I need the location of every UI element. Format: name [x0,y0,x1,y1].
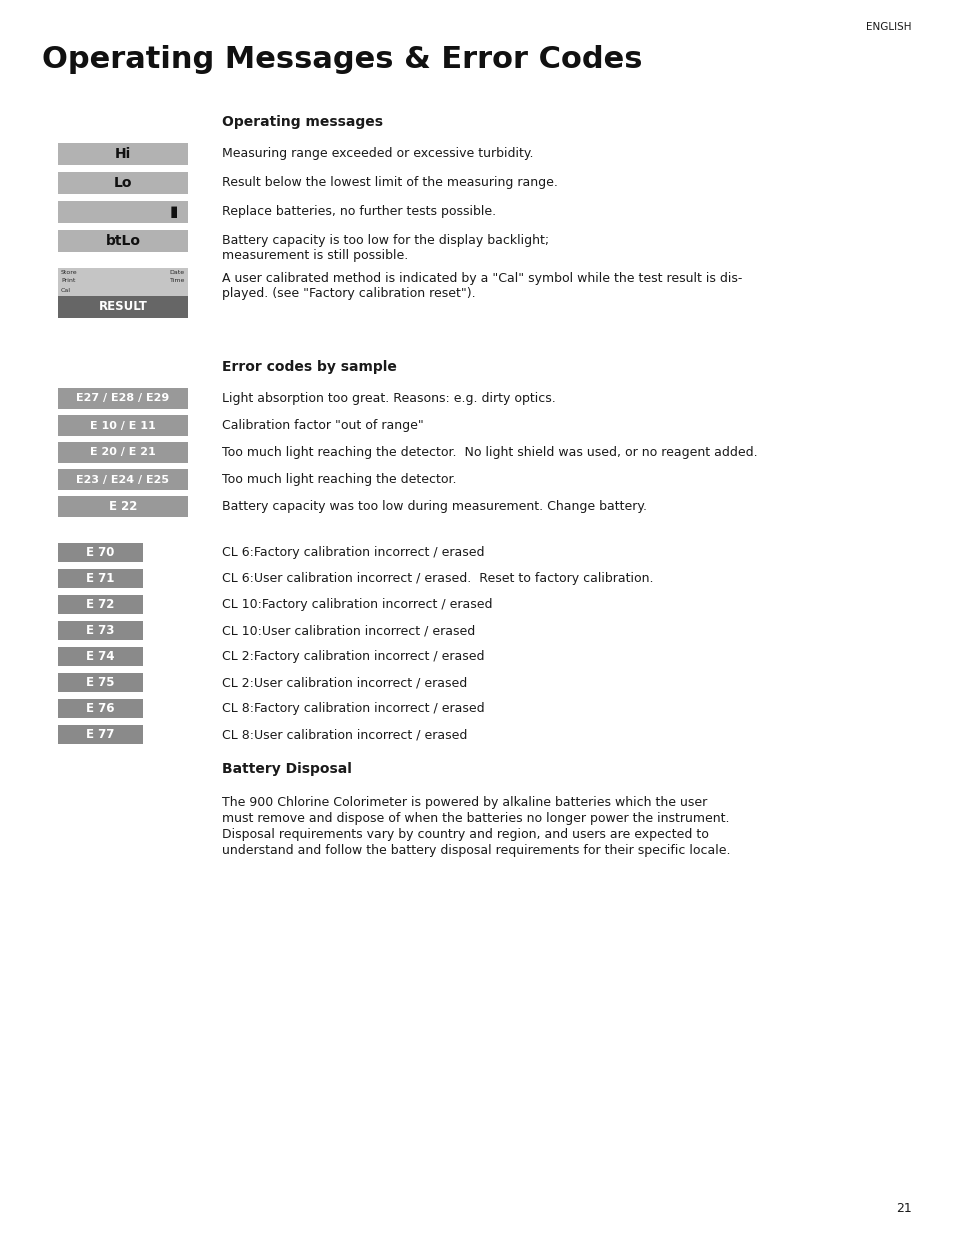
Bar [58,172,188,194]
Text: Hi: Hi [114,147,131,161]
Bar [58,143,188,165]
Text: 21: 21 [895,1202,911,1215]
Text: Calibration factor "out of range": Calibration factor "out of range" [222,419,423,432]
Bar [58,469,188,490]
Text: Battery capacity was too low during measurement. Change battery.: Battery capacity was too low during meas… [222,500,646,513]
Text: CL 10:Factory calibration incorrect / erased: CL 10:Factory calibration incorrect / er… [222,598,492,611]
Text: CL 10:User calibration incorrect / erased: CL 10:User calibration incorrect / erase… [222,624,475,637]
Text: E 73: E 73 [86,624,114,637]
Text: Too much light reaching the detector.: Too much light reaching the detector. [222,473,456,487]
Text: Disposal requirements vary by country and region, and users are expected to: Disposal requirements vary by country an… [222,827,708,841]
Text: Light absorption too great. Reasons: e.g. dirty optics.: Light absorption too great. Reasons: e.g… [222,391,556,405]
Bar [58,388,188,409]
Bar [58,569,143,588]
Bar [58,296,188,317]
Text: must remove and dispose of when the batteries no longer power the instrument.: must remove and dispose of when the batt… [222,811,729,825]
Bar [58,442,188,463]
Text: Cal: Cal [61,288,71,293]
Text: E 76: E 76 [86,701,114,715]
Text: E 70: E 70 [86,546,114,559]
Text: played. (see "Factory calibration reset").: played. (see "Factory calibration reset"… [222,287,476,300]
Text: E 75: E 75 [86,676,114,689]
Text: CL 6:User calibration incorrect / erased.  Reset to factory calibration.: CL 6:User calibration incorrect / erased… [222,572,653,585]
Text: understand and follow the battery disposal requirements for their specific local: understand and follow the battery dispos… [222,844,730,857]
Text: Time: Time [170,278,185,283]
Text: E27 / E28 / E29: E27 / E28 / E29 [76,394,170,404]
Text: CL 6:Factory calibration incorrect / erased: CL 6:Factory calibration incorrect / era… [222,546,484,559]
Bar [58,268,188,317]
Text: E 74: E 74 [86,650,114,663]
Text: btLo: btLo [106,233,140,248]
Text: E 72: E 72 [86,598,114,611]
Bar [58,647,143,666]
Text: E 20 / E 21: E 20 / E 21 [90,447,155,457]
Text: CL 8:Factory calibration incorrect / erased: CL 8:Factory calibration incorrect / era… [222,701,484,715]
Bar [58,496,188,517]
Text: Error codes by sample: Error codes by sample [222,359,396,374]
Text: E 22: E 22 [109,500,137,513]
Text: E 10 / E 11: E 10 / E 11 [90,420,155,431]
Text: Date: Date [170,270,185,275]
Text: Replace batteries, no further tests possible.: Replace batteries, no further tests poss… [222,205,496,219]
Text: The 900 Chlorine Colorimeter is powered by alkaline batteries which the user: The 900 Chlorine Colorimeter is powered … [222,797,706,809]
Bar [58,725,143,743]
Text: Battery capacity is too low for the display backlight;: Battery capacity is too low for the disp… [222,233,549,247]
Bar [58,230,188,252]
Bar [58,621,143,640]
Text: CL 2:Factory calibration incorrect / erased: CL 2:Factory calibration incorrect / era… [222,650,484,663]
Text: RESULT: RESULT [98,300,148,314]
Text: Too much light reaching the detector.  No light shield was used, or no reagent a: Too much light reaching the detector. No… [222,446,757,459]
Text: E23 / E24 / E25: E23 / E24 / E25 [76,474,170,484]
Text: E 77: E 77 [86,727,114,741]
Text: A user calibrated method is indicated by a "Cal" symbol while the test result is: A user calibrated method is indicated by… [222,272,741,285]
Text: Lo: Lo [113,177,132,190]
Text: Battery Disposal: Battery Disposal [222,762,352,776]
Text: measurement is still possible.: measurement is still possible. [222,249,408,262]
Bar [58,595,143,614]
Bar [58,415,188,436]
Text: Operating Messages & Error Codes: Operating Messages & Error Codes [42,44,641,74]
Text: CL 2:User calibration incorrect / erased: CL 2:User calibration incorrect / erased [222,676,467,689]
Text: Store: Store [61,270,77,275]
Bar [58,699,143,718]
Text: CL 8:User calibration incorrect / erased: CL 8:User calibration incorrect / erased [222,727,467,741]
Text: ▮: ▮ [170,205,178,220]
Bar [58,673,143,692]
Text: E 71: E 71 [86,572,114,585]
Text: Operating messages: Operating messages [222,115,382,128]
Text: Measuring range exceeded or excessive turbidity.: Measuring range exceeded or excessive tu… [222,147,533,161]
Bar [58,201,188,224]
Text: Print: Print [61,278,75,283]
Text: ENGLISH: ENGLISH [865,22,911,32]
Bar [58,543,143,562]
Text: Result below the lowest limit of the measuring range.: Result below the lowest limit of the mea… [222,177,558,189]
